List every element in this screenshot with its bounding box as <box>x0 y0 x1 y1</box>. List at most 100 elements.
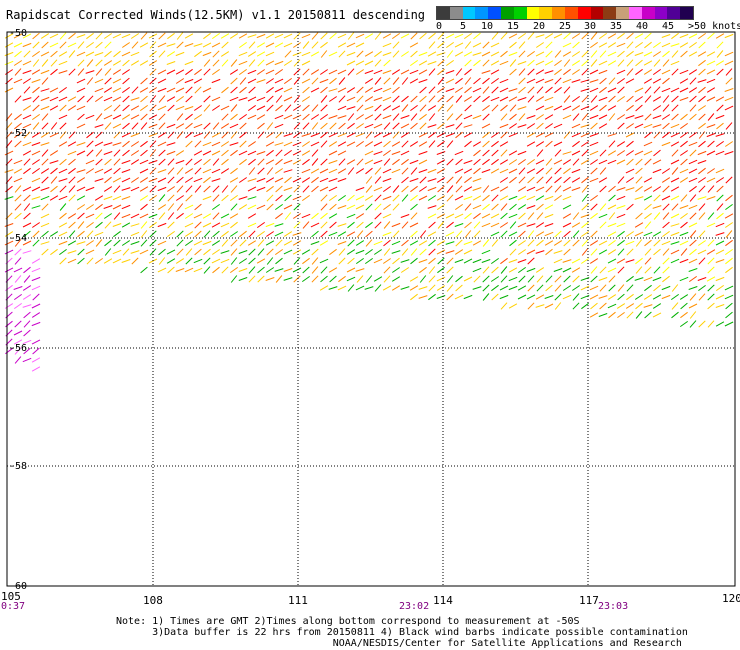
wind-barb <box>67 240 77 246</box>
wind-barb <box>283 249 293 255</box>
wind-barb <box>193 240 203 246</box>
wind-barb <box>517 106 527 110</box>
wind-barb <box>437 41 445 49</box>
wind-barb <box>40 33 50 39</box>
wind-barb <box>31 366 41 372</box>
wind-barb <box>104 41 112 49</box>
wind-barb <box>166 258 176 264</box>
wind-barb <box>571 187 581 191</box>
wind-barb <box>436 151 446 155</box>
wind-barb <box>23 266 31 274</box>
wind-barb <box>653 284 661 292</box>
wind-barb <box>616 141 626 147</box>
wind-barb <box>491 284 499 292</box>
wind-barb <box>482 185 490 193</box>
wind-barb <box>175 105 185 111</box>
wind-barb <box>653 212 661 220</box>
wind-barb <box>716 212 724 220</box>
wind-barb <box>176 230 184 238</box>
wind-barb <box>580 285 590 291</box>
wind-barb <box>49 96 59 102</box>
wind-barb <box>239 230 247 238</box>
wind-barb <box>257 230 265 238</box>
wind-barb <box>670 249 680 255</box>
wind-barb <box>257 59 265 67</box>
wind-barb <box>418 195 428 201</box>
wind-barb <box>95 158 103 166</box>
wind-barb <box>581 149 589 157</box>
wind-barb <box>77 68 85 76</box>
wind-barb <box>508 195 518 201</box>
wind-barb <box>680 131 688 139</box>
wind-barb <box>652 205 662 209</box>
scale-swatch-6 <box>513 7 527 19</box>
wind-barb <box>670 213 680 219</box>
wind-barb <box>212 50 220 58</box>
wind-barb <box>698 240 706 246</box>
wind-barb <box>77 230 85 238</box>
wind-barb <box>581 185 589 193</box>
wind-barb <box>373 151 383 155</box>
wind-barb <box>644 266 652 274</box>
wind-barb <box>139 186 149 192</box>
wind-barb <box>563 275 571 283</box>
wind-barb <box>652 231 662 237</box>
wind-barb <box>194 185 202 193</box>
wind-barb <box>437 185 445 193</box>
wind-barb <box>428 284 436 292</box>
wind-barb <box>58 114 68 120</box>
wind-barb <box>554 149 562 157</box>
wind-barb <box>302 68 310 76</box>
wind-barb <box>670 195 680 201</box>
wind-barb <box>346 42 356 48</box>
wind-barb <box>356 104 364 112</box>
wind-barb <box>715 60 725 66</box>
wind-barb <box>103 168 113 174</box>
wind-barb <box>418 240 428 246</box>
wind-barb <box>652 105 662 111</box>
wind-barb <box>166 249 176 255</box>
wind-barb <box>185 122 193 130</box>
wind-barb <box>22 33 32 39</box>
wind-barb <box>176 195 184 201</box>
wind-barb <box>562 267 572 273</box>
wind-barb <box>689 104 697 112</box>
wind-barb <box>22 304 32 308</box>
wind-barb <box>229 69 239 75</box>
wind-barb <box>113 131 121 139</box>
wind-barb <box>418 51 428 57</box>
wind-barb <box>410 257 418 265</box>
wind-barb <box>661 69 671 75</box>
wind-barb <box>41 77 49 85</box>
wind-barb <box>490 51 500 57</box>
wind-barb <box>328 267 338 273</box>
lat-label-56: -56 <box>9 343 27 354</box>
wind-barb <box>481 123 491 129</box>
wind-barb <box>275 212 283 220</box>
scale-label-45: 45 <box>662 21 675 32</box>
wind-barb <box>445 70 455 74</box>
wind-barb <box>59 212 67 220</box>
wind-barb <box>175 123 185 129</box>
wind-barb <box>77 257 85 265</box>
wind-barb <box>283 187 293 191</box>
wind-barb <box>22 123 32 129</box>
wind-barb <box>320 69 328 75</box>
wind-barb <box>283 33 293 39</box>
wind-barb <box>401 239 409 247</box>
wind-barb <box>382 114 392 120</box>
wind-barb <box>608 140 616 148</box>
wind-barb <box>445 213 455 219</box>
wind-barb <box>338 95 346 103</box>
wind-barb <box>554 59 562 67</box>
wind-barb <box>509 239 517 247</box>
wind-barb <box>671 95 679 103</box>
wind-barb <box>13 60 23 66</box>
wind-barb <box>391 105 401 111</box>
wind-barb <box>32 230 40 238</box>
wind-barb <box>203 68 211 76</box>
wind-barb <box>607 249 617 255</box>
wind-barb <box>689 95 697 103</box>
wind-barb <box>562 114 572 120</box>
wind-barb <box>320 86 328 94</box>
